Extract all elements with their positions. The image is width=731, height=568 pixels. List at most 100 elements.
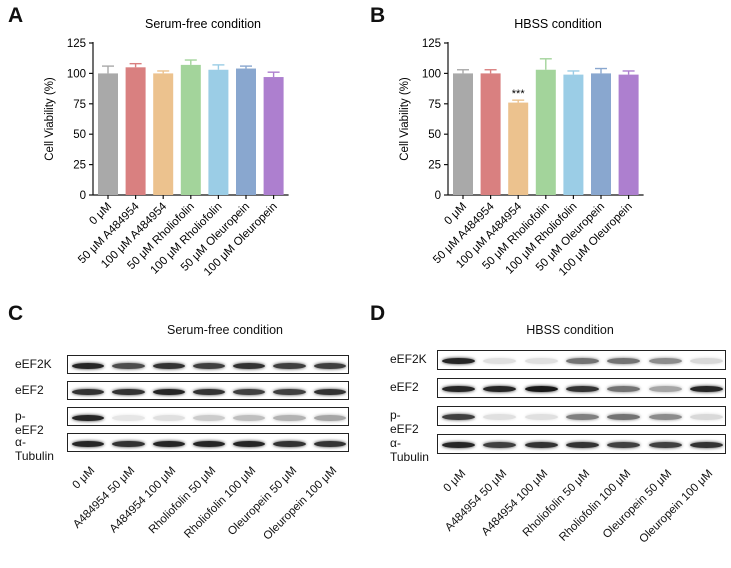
y-tick-label: 125 [67,38,86,50]
blot-band [192,414,226,421]
blot-band [192,388,226,395]
chart-title: Serum-free condition [145,17,261,31]
bar [263,77,284,195]
y-tick-label: 50 [428,129,441,141]
blot-band [273,414,306,421]
blot-band [152,414,185,421]
blot-band [313,440,346,447]
blot-band [483,442,517,448]
bar [480,73,501,195]
bar [453,73,473,195]
blot-band [442,442,476,448]
blot-band [607,358,641,364]
y-axis-label: Cell Viability (%) [399,77,411,161]
blot-band [524,386,558,392]
blot-band [233,362,266,369]
blot-band [313,414,346,421]
blot-row-label: α-Tubulin [390,436,429,464]
bar [153,73,174,195]
blot-strip [437,350,726,370]
panel-letter-b: B [370,4,386,27]
y-tick-label: 75 [428,99,441,111]
blot-band [442,386,476,392]
blot-band [648,442,682,448]
blot-band [648,358,682,364]
blot-band [273,440,306,447]
blot-strip [437,378,726,398]
blot-d-title: HBSS condition [526,323,614,337]
blot-band [565,358,599,364]
y-tick-label: 100 [422,68,441,80]
blot-band [483,386,517,392]
blot-strip [67,433,349,452]
blot-strip [437,406,726,426]
panel-letter-c: C [8,302,24,325]
blot-c-title: Serum-free condition [166,323,284,337]
blot-strip [67,381,349,400]
blot-band [72,362,105,369]
chart-hbss-viability: HBSS condition Cell Viability (%) 0 25 50 75 1… [399,17,644,278]
blot-band [648,386,682,392]
bar [508,102,529,195]
blot-row-label: p-eEF2 [15,409,44,437]
blot-band [689,358,723,364]
blot-band [112,388,145,395]
blot-band [152,388,185,395]
blot-band [72,388,105,395]
blot-band [483,414,517,420]
y-tick-label: 25 [428,160,441,172]
blot-band [313,362,346,369]
y-axis-label: Cell Viability (%) [44,77,56,161]
blot-band [313,388,346,395]
y-tick-label: 75 [73,99,86,111]
blot-band [152,440,185,447]
blot-band [72,440,105,447]
blot-band [483,358,517,364]
blot-band [689,414,723,420]
blot-band [192,440,226,447]
panel-letter-a: A [8,4,24,27]
blot-row-label: α-Tubulin [15,435,54,463]
blot-band [648,414,682,420]
y-tick-label: 100 [67,68,86,80]
blot-band [233,388,266,395]
bar [236,68,256,195]
blot-band [152,362,185,369]
blot-band [565,442,599,448]
blot-band [112,440,145,447]
blot-band [524,442,558,448]
significance-annotation: *** [512,88,526,100]
blot-band [442,414,476,420]
y-tick-label: 0 [80,190,86,202]
blot-row-label: eEF2K [15,357,52,371]
y-tick-label: 50 [73,129,86,141]
blot-band [112,414,145,421]
blot-band [442,358,476,364]
bar [618,74,639,195]
blot-row-label: p-eEF2 [390,408,419,436]
bar [208,69,229,195]
bar [535,69,556,195]
blot-strip [67,355,349,374]
y-tick-label: 25 [73,160,86,172]
blot-band [233,440,266,447]
blot-band [112,362,145,369]
blot-band [689,386,723,392]
bar [591,73,611,195]
blot-band [192,362,226,369]
blot-band [689,442,723,448]
blot-band [565,414,599,420]
chart-serum-free-viability: Serum-free condition Cell Viability (%) 0 2… [44,17,289,278]
blot-row-label: eEF2 [390,380,419,394]
blot-row-label: eEF2 [15,383,44,397]
chart-title: HBSS condition [514,17,602,31]
y-tick-label: 0 [435,190,441,202]
blot-band [524,358,558,364]
blot-strip [67,407,349,426]
bar [563,74,584,195]
blot-band [565,386,599,392]
panel-letter-d: D [370,302,386,325]
blot-strip [437,434,726,454]
blot-band [607,442,641,448]
bar [180,64,201,195]
